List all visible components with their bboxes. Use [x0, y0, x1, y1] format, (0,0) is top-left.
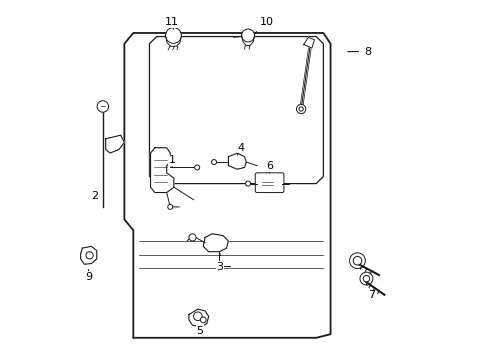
Circle shape	[193, 312, 202, 320]
Polygon shape	[149, 37, 323, 184]
Polygon shape	[105, 135, 124, 153]
Text: 2: 2	[91, 191, 98, 201]
Circle shape	[211, 159, 216, 165]
Polygon shape	[81, 246, 97, 264]
Circle shape	[165, 28, 181, 43]
Circle shape	[97, 101, 108, 112]
Text: 7: 7	[366, 284, 375, 301]
Text: 8: 8	[347, 46, 371, 57]
FancyBboxPatch shape	[255, 173, 284, 193]
Circle shape	[359, 272, 372, 285]
Text: 9: 9	[85, 270, 92, 282]
Text: 10: 10	[255, 17, 273, 33]
Circle shape	[194, 165, 199, 170]
Circle shape	[363, 275, 369, 282]
Polygon shape	[124, 33, 330, 338]
Circle shape	[296, 104, 305, 114]
Polygon shape	[188, 309, 208, 327]
Text: 3: 3	[216, 253, 223, 272]
Circle shape	[167, 204, 172, 210]
Text: 6: 6	[265, 161, 272, 173]
Polygon shape	[203, 234, 228, 252]
Polygon shape	[228, 153, 246, 169]
Circle shape	[245, 181, 250, 186]
Circle shape	[349, 253, 365, 269]
Text: 4: 4	[237, 143, 244, 155]
Circle shape	[200, 317, 206, 323]
Circle shape	[352, 256, 361, 265]
Circle shape	[241, 29, 254, 42]
Circle shape	[298, 107, 303, 111]
Text: 5: 5	[196, 325, 203, 336]
Polygon shape	[150, 148, 174, 193]
Text: 11: 11	[165, 17, 179, 30]
Text: 1: 1	[168, 155, 175, 167]
Circle shape	[188, 234, 196, 241]
Polygon shape	[303, 37, 314, 48]
Circle shape	[86, 252, 93, 259]
